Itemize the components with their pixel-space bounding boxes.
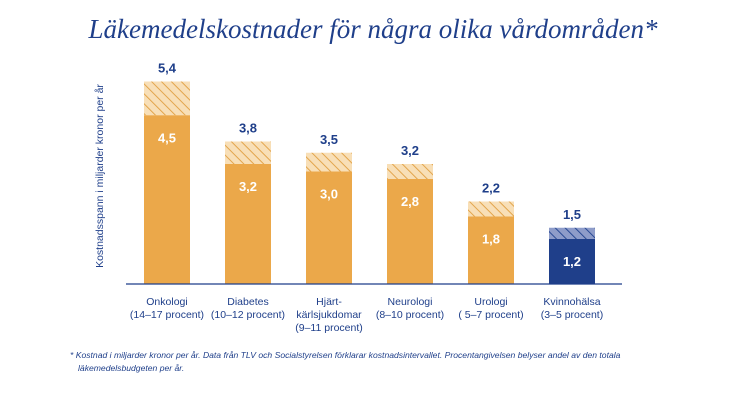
bar-2 xyxy=(225,164,271,284)
bar-value-label: 3,0 xyxy=(320,187,338,202)
bar-3 xyxy=(306,171,352,284)
category-sublabel: (9–11 procent) xyxy=(295,322,363,334)
bar-4 xyxy=(387,179,433,284)
bar-top-value-label: 5,4 xyxy=(158,61,177,76)
bar-top-value-label: 3,5 xyxy=(320,132,338,147)
category-label: Hjärt- xyxy=(316,296,342,308)
category-label: Diabetes xyxy=(227,296,268,308)
bar-value-label: 4,5 xyxy=(158,130,176,145)
category-label: Neurologi xyxy=(388,296,433,308)
bar-range-1 xyxy=(144,81,190,116)
category-sublabel: ( 5–7 procent) xyxy=(458,309,523,321)
category-sublabel: (8–10 procent) xyxy=(376,309,444,321)
bar-range-6 xyxy=(549,227,595,239)
chart-title: Läkemedelskostnader för några olika vård… xyxy=(88,14,658,44)
category-sublabel: (10–12 procent) xyxy=(211,309,285,321)
bar-range-2 xyxy=(225,141,271,164)
y-axis-label: Kostnadsspann i miljarder kronor per år xyxy=(94,84,106,268)
bar-range-5 xyxy=(468,201,514,217)
bar-top-value-label: 3,2 xyxy=(401,143,419,158)
bar-range-3 xyxy=(306,152,352,172)
bar-1 xyxy=(144,115,190,284)
bar-top-value-label: 2,2 xyxy=(482,181,500,196)
bar-range-4 xyxy=(387,164,433,179)
category-label: Kvinnohälsa xyxy=(543,296,600,308)
bar-top-value-label: 1,5 xyxy=(563,207,581,222)
footnote-line-2: läkemedelsbudgeten per år. xyxy=(78,363,185,373)
bar-5 xyxy=(468,216,514,284)
bar-top-value-label: 3,8 xyxy=(239,121,257,136)
bar-6 xyxy=(549,239,595,284)
footnote-line-1: * Kostnad i miljarder kronor per år. Dat… xyxy=(70,350,621,360)
category-label-line2: kärlsjukdomar xyxy=(296,309,362,321)
category-sublabel: (3–5 procent) xyxy=(541,309,603,321)
category-label: Onkologi xyxy=(146,296,187,308)
category-label: Urologi xyxy=(474,296,507,308)
bar-value-label: 3,2 xyxy=(239,179,257,194)
bar-value-label: 1,2 xyxy=(563,254,581,269)
category-sublabel: (14–17 procent) xyxy=(130,309,204,321)
bar-value-label: 2,8 xyxy=(401,194,419,209)
bar-value-label: 1,8 xyxy=(482,232,500,247)
